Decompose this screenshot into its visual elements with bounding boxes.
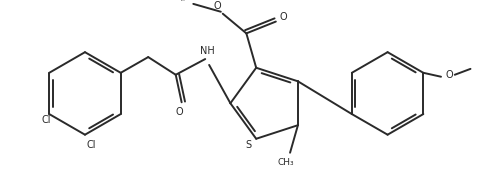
Text: methyl: methyl xyxy=(181,0,186,1)
Text: O: O xyxy=(213,1,221,11)
Text: NH: NH xyxy=(200,46,215,56)
Text: CH₃: CH₃ xyxy=(278,158,294,167)
Text: S: S xyxy=(245,140,251,150)
Text: Cl: Cl xyxy=(87,140,96,149)
Text: O: O xyxy=(280,12,287,22)
Text: O: O xyxy=(176,107,183,117)
Text: Cl: Cl xyxy=(41,115,51,125)
Text: O: O xyxy=(445,70,453,80)
